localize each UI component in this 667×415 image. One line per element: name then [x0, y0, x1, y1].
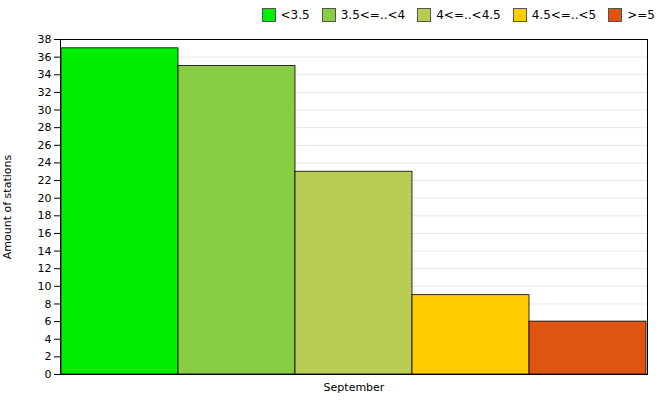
svg-text:14: 14: [38, 245, 52, 258]
svg-text:12: 12: [38, 262, 52, 275]
svg-text:18: 18: [38, 209, 52, 222]
svg-text:September: September: [324, 381, 385, 394]
html-text:>=5: >=5: [627, 8, 655, 22]
svg-text:32: 32: [38, 86, 52, 99]
svg-text:6: 6: [45, 315, 52, 328]
html-text:4.5<=..<5: 4.5<=..<5: [531, 8, 597, 22]
html-text:4<=..<4.5: 4<=..<4.5: [436, 8, 501, 22]
svg-text:16: 16: [38, 227, 52, 240]
svg-text:4: 4: [45, 333, 52, 346]
svg-text:10: 10: [38, 280, 52, 293]
svg-text:22: 22: [38, 174, 52, 187]
svg-text:24: 24: [38, 156, 52, 169]
svg-text:Amount of stations: Amount of stations: [1, 155, 14, 260]
svg-text:0: 0: [45, 368, 52, 381]
svg-text:38: 38: [38, 33, 52, 46]
svg-text:20: 20: [38, 192, 52, 205]
svg-text:34: 34: [38, 68, 52, 81]
svg-text:26: 26: [38, 139, 52, 152]
html-text:3.5<=..<4: 3.5<=..<4: [340, 8, 406, 22]
svg-text:28: 28: [38, 121, 52, 134]
svg-text:8: 8: [45, 297, 52, 310]
svg-text:30: 30: [38, 104, 52, 117]
html-text:<3.5: <3.5: [280, 8, 310, 22]
svg-text:36: 36: [38, 51, 52, 64]
svg-text:2: 2: [45, 350, 52, 363]
